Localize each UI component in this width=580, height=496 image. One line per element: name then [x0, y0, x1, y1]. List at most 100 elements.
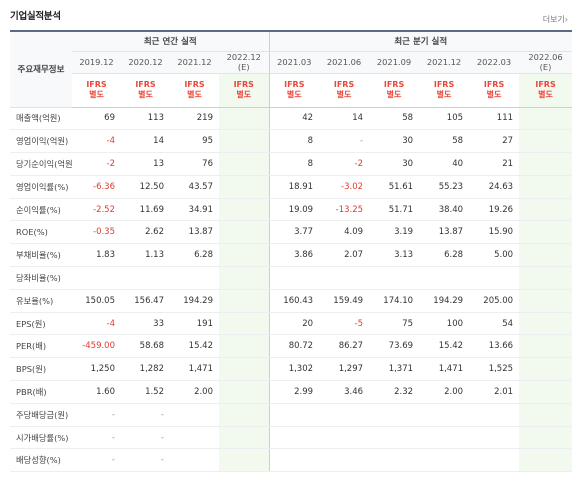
row-label: 매출액(억원)	[10, 107, 72, 131]
value-cell: -4	[72, 129, 121, 154]
value-cell	[519, 403, 573, 427]
value-cell	[419, 448, 470, 473]
table-row: 주당배당금(원) - -	[10, 403, 573, 427]
table-row: BPS(원) 1,250 1,282 1,471 1,302 1,297 1,371 1,47…	[10, 357, 573, 382]
row-label: ROE(%)	[10, 220, 72, 245]
value-cell: 1,297	[319, 357, 370, 382]
value-cell	[519, 380, 573, 404]
value-cell	[219, 220, 270, 245]
more-link[interactable]: 더보기›	[542, 15, 568, 24]
value-cell	[268, 448, 320, 473]
value-cell: -	[319, 129, 370, 154]
ifrs-header-row: IFRS 별도 IFRS 별도 IFRS 별도 IFRS 별도 IFRS 별도 IFRS 별도 IFRS…	[10, 73, 573, 108]
row-label: 배당성향(%)	[10, 448, 72, 473]
row-label: PBR(배)	[10, 380, 72, 404]
value-cell: 42	[268, 107, 320, 131]
ifrs-standard-label: IFRS 별도	[469, 73, 520, 108]
value-cell	[519, 357, 573, 382]
value-cell	[319, 266, 370, 290]
value-cell: 15.42	[170, 334, 219, 359]
value-cell: 27	[469, 129, 520, 154]
value-cell	[369, 266, 420, 290]
value-cell: -	[121, 426, 170, 450]
value-cell	[72, 266, 121, 290]
value-cell: 2.01	[469, 380, 520, 404]
value-cell: 13.87	[170, 220, 219, 245]
value-cell: 2.62	[121, 220, 170, 245]
value-cell: 3.46	[319, 380, 370, 404]
value-cell	[519, 266, 573, 290]
table-row: 당기순이익(억원) -2 13 76 8 -2 30 40 21	[10, 152, 573, 176]
value-cell: 1,302	[268, 357, 320, 382]
period-year: 2019.12	[72, 51, 121, 74]
value-cell: 3.19	[369, 220, 420, 245]
value-cell: 73.69	[369, 334, 420, 359]
value-cell: 8	[268, 152, 320, 176]
value-cell: 160.43	[268, 288, 320, 313]
annual-group-header: 최근 연간 실적	[72, 30, 270, 52]
period-year: 2021.12	[170, 51, 219, 74]
value-cell: -2	[72, 152, 121, 176]
quarterly-group-header: 최근 분기 실적	[268, 30, 573, 52]
value-cell: 6.28	[170, 243, 219, 268]
value-cell	[519, 448, 573, 473]
period-year: 2022.03	[469, 51, 520, 74]
row-label: 당좌비율(%)	[10, 266, 72, 290]
table-row: PER(배) -459.00 58.68 15.42 80.72 86.27 73.69 15…	[10, 334, 573, 359]
value-cell	[519, 174, 573, 199]
value-cell	[519, 152, 573, 176]
value-cell: 33	[121, 311, 170, 336]
value-cell: 14	[121, 129, 170, 154]
value-cell	[219, 448, 270, 473]
value-cell: 1.52	[121, 380, 170, 404]
value-cell	[519, 334, 573, 359]
value-cell: 51.71	[369, 198, 420, 222]
table-row: 유보율(%) 150.05 156.47 194.29 160.43 159.49 174.…	[10, 288, 573, 313]
value-cell: 75	[369, 311, 420, 336]
value-cell: 15.90	[469, 220, 520, 245]
value-cell: 21	[469, 152, 520, 176]
value-cell	[519, 288, 573, 313]
period-year-estimate: 2022.06 (E)	[519, 51, 573, 74]
value-cell: -4	[72, 311, 121, 336]
value-cell: 95	[170, 129, 219, 154]
value-cell	[519, 243, 573, 268]
table-row: 부채비율(%) 1.83 1.13 6.28 3.86 2.07 3.13 6.28 5.00	[10, 243, 573, 268]
value-cell	[219, 152, 270, 176]
table-row: 시가배당률(%) - -	[10, 426, 573, 450]
period-year: 2021.12	[419, 51, 470, 74]
value-cell	[219, 357, 270, 382]
value-cell: 8	[268, 129, 320, 154]
value-cell: 38.40	[419, 198, 470, 222]
value-cell: 20	[268, 311, 320, 336]
value-cell: 58	[369, 107, 420, 131]
value-cell: 40	[419, 152, 470, 176]
value-cell	[519, 129, 573, 154]
value-cell: 80.72	[268, 334, 320, 359]
value-cell	[469, 266, 520, 290]
period-year: 2021.06	[319, 51, 370, 74]
value-cell: 19.09	[268, 198, 320, 222]
ifrs-standard-label: IFRS 별도	[219, 73, 270, 108]
value-cell: -3.02	[319, 174, 370, 199]
value-cell	[219, 243, 270, 268]
value-cell	[469, 448, 520, 473]
value-cell: 1.83	[72, 243, 121, 268]
value-cell: 105	[419, 107, 470, 131]
value-cell: 150.05	[72, 288, 121, 313]
value-cell: 113	[121, 107, 170, 131]
value-cell	[268, 403, 320, 427]
value-cell	[469, 403, 520, 427]
table-row: 배당성향(%) - -	[10, 448, 573, 473]
value-cell	[369, 403, 420, 427]
value-cell: 43.57	[170, 174, 219, 199]
value-cell	[319, 403, 370, 427]
value-cell: 13	[121, 152, 170, 176]
value-cell	[219, 129, 270, 154]
value-cell	[268, 266, 320, 290]
value-cell: -2	[319, 152, 370, 176]
value-cell: -0.35	[72, 220, 121, 245]
value-cell	[519, 107, 573, 131]
row-label: 주당배당금(원)	[10, 403, 72, 427]
value-cell: 54	[469, 311, 520, 336]
